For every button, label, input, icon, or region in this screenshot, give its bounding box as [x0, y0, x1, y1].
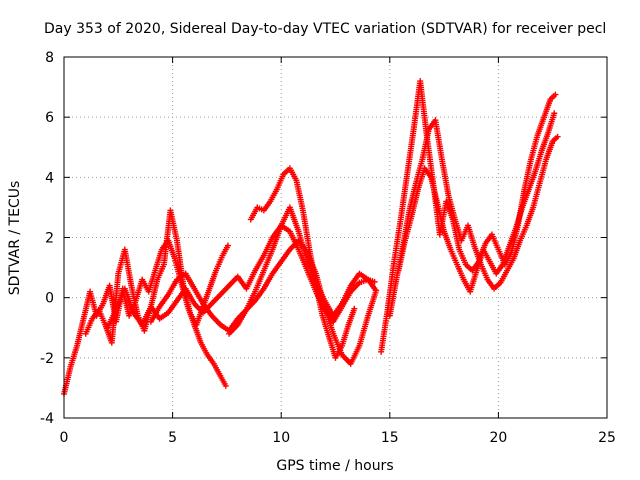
data-point — [372, 286, 379, 293]
y-tick-label: 0 — [45, 291, 54, 307]
data-point — [371, 278, 378, 285]
x-axis-label: GPS time / hours — [276, 458, 393, 474]
data-point — [552, 91, 559, 98]
x-tick-label: 20 — [489, 430, 507, 446]
y-tick-label: -4 — [40, 411, 54, 427]
x-tick-label: 25 — [598, 430, 616, 446]
data-series — [247, 165, 358, 361]
y-tick-label: -2 — [40, 351, 54, 367]
x-tick-label: 0 — [60, 430, 69, 446]
plot-frame — [63, 56, 608, 419]
data-series — [395, 110, 558, 295]
data-series — [82, 207, 231, 346]
axis-ticks: 0 5 10 15 20 25 -4 -2 0 2 4 6 8 — [40, 50, 616, 446]
grid — [64, 57, 607, 418]
x-tick-label: 15 — [381, 430, 399, 446]
data-point — [351, 305, 358, 312]
data-point — [554, 133, 561, 140]
y-axis-label: SDTVAR / TECUs — [7, 181, 23, 296]
y-tick-label: 8 — [45, 50, 54, 66]
chart-title: Day 353 of 2020, Sidereal Day-to-day VTE… — [44, 21, 606, 37]
y-tick-label: 4 — [45, 170, 54, 186]
y-tick-label: 2 — [45, 231, 54, 247]
data-points — [61, 78, 561, 397]
data-point — [222, 382, 229, 389]
y-tick-label: 6 — [45, 110, 54, 126]
data-point — [224, 242, 231, 249]
data-point — [551, 110, 558, 117]
data-series — [226, 204, 379, 337]
x-tick-label: 10 — [272, 430, 290, 446]
x-tick-label: 5 — [168, 430, 177, 446]
data-series — [378, 78, 559, 355]
